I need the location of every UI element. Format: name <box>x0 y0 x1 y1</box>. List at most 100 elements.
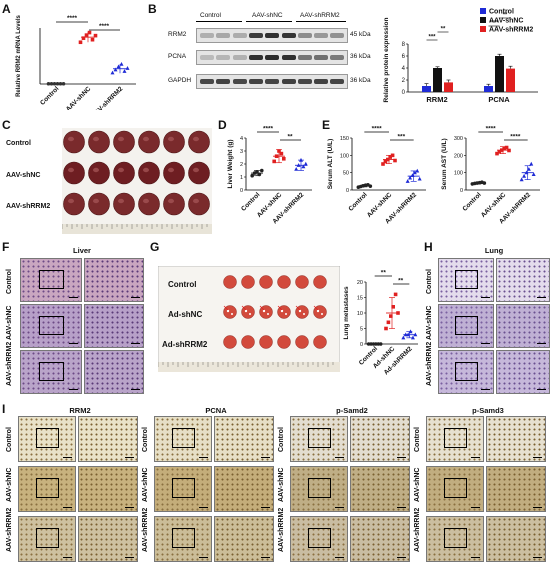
lung-specimen <box>241 275 255 289</box>
panel-label-a: A <box>2 2 11 16</box>
liver-highlight <box>168 198 174 204</box>
y-tick-label: 0 <box>240 188 243 194</box>
ihc-overview <box>290 466 348 512</box>
zoom-box <box>39 269 64 290</box>
data-point <box>386 320 391 325</box>
zoom-box <box>35 478 60 499</box>
panel-label-e: E <box>322 118 331 132</box>
panel-c-row-control: Control <box>6 140 31 147</box>
scale-bar <box>125 456 134 458</box>
scale-bar <box>199 506 208 508</box>
ihc-overview <box>154 466 212 512</box>
scale-bar <box>199 456 208 458</box>
liver-specimen <box>88 161 110 185</box>
blot-kda-label: 36 kDa <box>350 53 371 60</box>
metastasis-nodule <box>244 309 248 313</box>
panel-c-row-shnc: AAV-shNC <box>6 172 41 179</box>
scale-bar <box>69 342 78 344</box>
sig-label: **** <box>99 23 110 30</box>
liver-specimen <box>188 130 210 154</box>
data-point <box>391 305 395 309</box>
ihc-overview <box>18 466 76 512</box>
ihc-overview <box>154 516 212 562</box>
metastasis-nodule <box>249 313 251 315</box>
panel-label-g: G <box>150 240 160 254</box>
y-tick-label: 50 <box>343 171 349 177</box>
blot-band <box>265 79 280 84</box>
metastasis-nodule <box>285 313 287 315</box>
blot-band <box>216 55 231 60</box>
liver-specimen <box>138 192 160 216</box>
scale-bar <box>261 556 270 558</box>
metastasis-nodule <box>262 309 266 313</box>
blot-band <box>297 33 312 38</box>
y-tick-label: 100 <box>340 153 349 159</box>
blot-band <box>265 55 280 60</box>
y-axis-label: Serum ALT (U/L) <box>327 139 334 190</box>
data-point <box>383 159 388 164</box>
liver-specimen <box>63 192 85 216</box>
x-tick-label: Control <box>240 191 261 212</box>
y-tick-label: 300 <box>454 136 463 142</box>
zoom-box <box>443 478 468 499</box>
liver-highlight <box>193 198 199 204</box>
scale-bar <box>471 556 480 558</box>
annotation-arrow <box>223 305 229 311</box>
metastasis-nodule <box>267 313 269 315</box>
blot-band <box>314 33 329 38</box>
metastasis-nodule <box>316 309 320 313</box>
scale-bar <box>261 506 270 508</box>
data-point <box>119 61 124 66</box>
scale-bar <box>131 296 140 298</box>
blot-row: PCNA 36 kDa <box>168 50 378 65</box>
blot-band <box>200 79 214 84</box>
blot-band <box>200 55 214 60</box>
data-point <box>125 66 130 70</box>
lung-specimen <box>313 335 327 349</box>
blot-band <box>297 79 312 84</box>
row-label: AAV-shNC <box>6 305 13 340</box>
metastasis-nodule <box>280 309 284 313</box>
series-group <box>294 157 308 171</box>
panel-label-d: D <box>218 118 227 132</box>
data-point <box>116 64 121 69</box>
liver-highlight <box>68 198 74 204</box>
data-point <box>410 335 415 340</box>
ihc-zoom <box>214 516 274 562</box>
liver-hist-overview <box>20 350 82 394</box>
ihc-zoom <box>486 416 546 462</box>
metastasis-nodule <box>303 313 305 315</box>
x-tick-label: AAV-shNC <box>65 85 93 110</box>
lung-specimen <box>277 275 291 289</box>
y-tick-label: 0 <box>402 90 406 96</box>
panel-label-f: F <box>2 240 10 254</box>
metastasis-nodule <box>231 313 233 315</box>
data-point <box>301 164 306 169</box>
scale-bar <box>131 342 140 344</box>
zoom-box <box>307 528 332 549</box>
blot-band <box>200 33 214 38</box>
data-point <box>282 157 286 161</box>
liver-specimen <box>188 161 210 185</box>
y-axis-label: Relative protein expression <box>383 18 390 103</box>
y-tick-label: 8 <box>402 42 406 48</box>
zoom-box <box>39 315 64 336</box>
data-point <box>61 81 66 86</box>
data-point <box>529 161 534 166</box>
blot-band <box>216 79 231 84</box>
sig-label: **** <box>263 126 274 133</box>
data-point <box>531 172 536 176</box>
lung-hist-overview <box>438 350 494 394</box>
blot-band-label: PCNA <box>168 53 187 60</box>
x-tick-label: RRM2 <box>426 95 447 104</box>
ihc-zoom <box>214 416 274 462</box>
y-axis-label: Serum AST (U/L) <box>441 138 448 189</box>
blot-band <box>216 33 231 38</box>
scale-bar <box>125 556 134 558</box>
photo-background <box>62 128 212 234</box>
zoom-box <box>307 428 332 449</box>
bar <box>506 68 515 92</box>
sig-label: ** <box>398 278 404 285</box>
data-point <box>384 326 388 331</box>
